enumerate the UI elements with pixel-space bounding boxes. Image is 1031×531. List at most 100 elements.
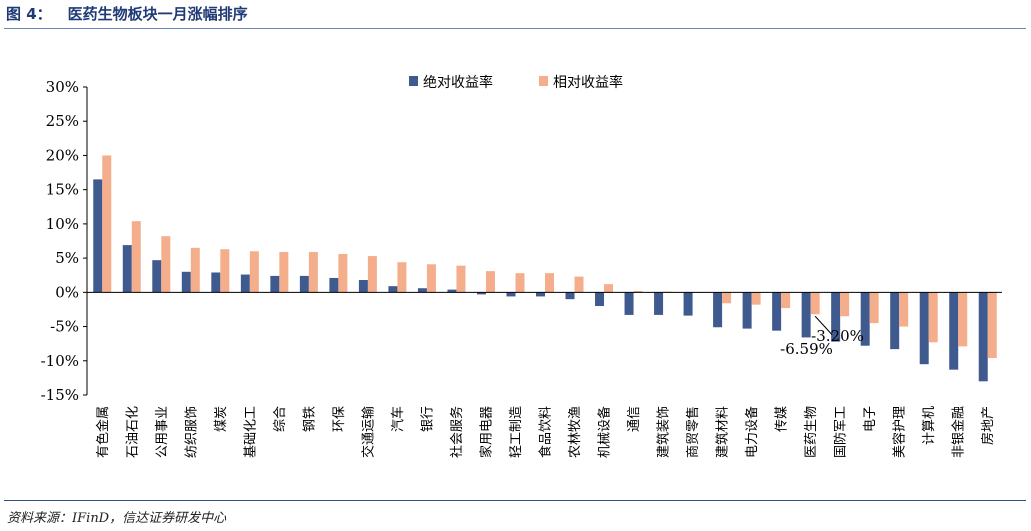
bar-relative-29 bbox=[958, 292, 968, 347]
bar-relative-14 bbox=[515, 273, 525, 293]
bar-absolute-16 bbox=[565, 292, 575, 300]
bar-relative-4 bbox=[220, 249, 230, 293]
x-category-label: 商贸零售 bbox=[685, 406, 701, 458]
x-category-label: 食品饮料 bbox=[538, 406, 554, 458]
x-category-label: 基础化工 bbox=[243, 406, 258, 458]
bar-absolute-1 bbox=[122, 245, 132, 293]
x-category-label: 环保 bbox=[332, 406, 347, 432]
y-tick-label: 0% bbox=[55, 283, 79, 301]
x-category-label: 电力设备 bbox=[744, 406, 760, 458]
x-category-label: 机械设备 bbox=[597, 406, 613, 458]
y-tick-label: -5% bbox=[50, 318, 79, 336]
bar-absolute-15 bbox=[536, 292, 545, 297]
x-category-label: 交通运输 bbox=[360, 406, 376, 458]
x-category-label: 国防军工 bbox=[833, 406, 849, 458]
bottom-divider bbox=[4, 500, 1026, 501]
x-category-label: 银行 bbox=[420, 406, 435, 432]
y-tick-label: 30% bbox=[46, 78, 79, 96]
figure-title-text: 医药生物板块一月涨幅排序 bbox=[67, 5, 248, 23]
x-category-label: 有色金属 bbox=[95, 406, 111, 458]
bar-absolute-7 bbox=[299, 275, 309, 293]
bar-relative-21 bbox=[722, 292, 732, 304]
source-note: 资料来源：IFinD，信达证券研发中心 bbox=[7, 511, 227, 526]
bar-absolute-11 bbox=[417, 288, 427, 293]
annotation-leader bbox=[814, 315, 833, 336]
bar-relative-23 bbox=[781, 292, 791, 309]
bar-absolute-28 bbox=[919, 292, 929, 365]
bar-relative-25 bbox=[840, 292, 850, 317]
x-category-label: 计算机 bbox=[922, 406, 937, 445]
x-category-label: 传媒 bbox=[775, 406, 790, 432]
bar-absolute-8 bbox=[329, 277, 339, 293]
x-category-label: 轻工制造 bbox=[509, 406, 524, 458]
bar-absolute-13 bbox=[476, 292, 486, 295]
bar-absolute-22 bbox=[742, 292, 752, 329]
bar-relative-22 bbox=[751, 292, 761, 305]
bar-absolute-2 bbox=[152, 260, 162, 293]
legend: 绝对收益率 相对收益率 bbox=[409, 74, 623, 91]
x-category-label: 电子 bbox=[863, 406, 878, 432]
bar-absolute-20 bbox=[683, 292, 693, 316]
legend-label-1: 相对收益率 bbox=[553, 74, 623, 91]
bar-relative-0 bbox=[102, 155, 112, 293]
bar-absolute-29 bbox=[949, 292, 959, 370]
bar-relative-26 bbox=[869, 292, 879, 324]
bar-absolute-3 bbox=[181, 271, 191, 293]
x-category-label: 家用电器 bbox=[478, 406, 494, 458]
x-category-label: 纺织服饰 bbox=[184, 406, 199, 458]
bar-relative-3 bbox=[190, 247, 200, 293]
x-category-label: 通信 bbox=[627, 406, 642, 432]
bar-relative-13 bbox=[485, 271, 495, 293]
bar-relative-6 bbox=[279, 251, 289, 293]
bar-relative-7 bbox=[308, 251, 318, 293]
bar-relative-27 bbox=[899, 292, 909, 327]
x-category-label: 煤炭 bbox=[214, 406, 229, 432]
annotation-absolute: -6.59% bbox=[780, 340, 833, 358]
bars-group bbox=[93, 155, 997, 382]
bar-relative-2 bbox=[161, 236, 171, 293]
bar-relative-24 bbox=[810, 292, 820, 315]
y-tick-label: 10% bbox=[46, 215, 79, 233]
bar-relative-17 bbox=[604, 284, 614, 293]
y-axis: 30% 25% 20% 15% 10% 5% 0% -5% -10% -15% bbox=[41, 78, 88, 404]
bar-relative-11 bbox=[426, 264, 436, 293]
bar-absolute-18 bbox=[624, 292, 634, 315]
y-tick-label: 15% bbox=[46, 181, 79, 199]
y-tick-label: 25% bbox=[46, 112, 79, 130]
top-divider bbox=[4, 28, 1026, 29]
x-category-label: 建筑装饰 bbox=[656, 406, 672, 458]
x-category-label: 美容护理 bbox=[892, 406, 908, 458]
bar-relative-1 bbox=[131, 221, 141, 293]
x-category-label: 农林牧渔 bbox=[568, 406, 583, 458]
bar-chart: 30% 25% 20% 15% 10% 5% 0% -5% -10% -15% 有色金属 石油石化公… bbox=[41, 74, 1002, 458]
bar-absolute-14 bbox=[506, 292, 516, 297]
bar-relative-10 bbox=[397, 262, 407, 293]
x-category-label: 钢铁 bbox=[302, 406, 317, 432]
bar-absolute-12 bbox=[447, 289, 457, 293]
bar-relative-5 bbox=[249, 251, 259, 293]
legend-swatch-0 bbox=[409, 76, 418, 86]
x-category-label: 综合 bbox=[273, 406, 288, 432]
x-category-label: 公用事业 bbox=[155, 406, 170, 458]
bar-relative-12 bbox=[456, 265, 466, 293]
figure-title: 图 4： 医药生物板块一月涨幅排序 bbox=[6, 3, 248, 24]
bar-relative-9 bbox=[367, 256, 377, 293]
x-category-label: 社会服务 bbox=[449, 406, 465, 458]
bar-absolute-9 bbox=[358, 280, 368, 293]
bar-absolute-25 bbox=[831, 292, 841, 342]
x-category-label: 石油石化 bbox=[125, 406, 140, 458]
bar-absolute-27 bbox=[890, 292, 900, 350]
legend-swatch-1 bbox=[539, 76, 548, 86]
bar-absolute-26 bbox=[860, 292, 870, 346]
bar-absolute-24 bbox=[801, 292, 811, 338]
x-category-label: 医药生物 bbox=[804, 406, 819, 458]
legend-label-0: 绝对收益率 bbox=[423, 74, 493, 91]
bar-relative-8 bbox=[338, 254, 348, 293]
bar-absolute-21 bbox=[713, 292, 723, 328]
bar-relative-15 bbox=[545, 273, 554, 293]
bar-absolute-6 bbox=[270, 275, 280, 293]
x-category-label: 建筑材料 bbox=[715, 406, 731, 458]
y-tick-label: 5% bbox=[55, 249, 79, 267]
x-category-label: 房地产 bbox=[980, 406, 996, 445]
x-category-label: 汽车 bbox=[390, 406, 406, 432]
